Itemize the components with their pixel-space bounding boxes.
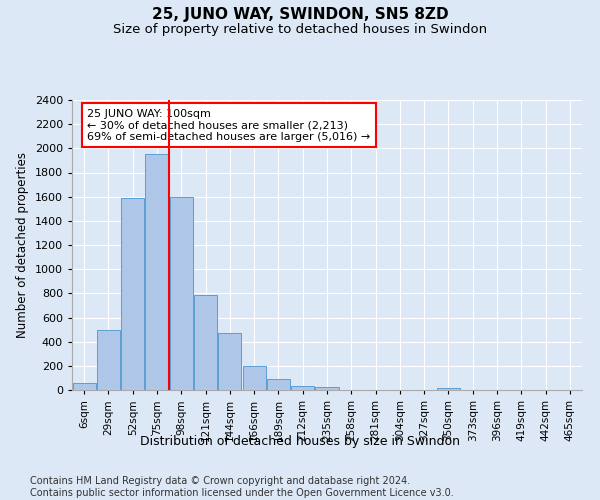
- Bar: [145, 154, 169, 390]
- Text: Size of property relative to detached houses in Swindon: Size of property relative to detached ho…: [113, 22, 487, 36]
- Bar: [267, 378, 290, 390]
- Bar: [121, 198, 144, 390]
- Y-axis label: Number of detached properties: Number of detached properties: [16, 152, 29, 338]
- Bar: [437, 388, 460, 390]
- Text: 25, JUNO WAY, SWINDON, SN5 8ZD: 25, JUNO WAY, SWINDON, SN5 8ZD: [152, 8, 448, 22]
- Bar: [291, 386, 314, 390]
- Bar: [73, 383, 95, 390]
- Text: 25 JUNO WAY: 100sqm
← 30% of detached houses are smaller (2,213)
69% of semi-det: 25 JUNO WAY: 100sqm ← 30% of detached ho…: [88, 108, 371, 142]
- Bar: [316, 387, 338, 390]
- Bar: [194, 294, 217, 390]
- Bar: [242, 366, 266, 390]
- Bar: [97, 330, 120, 390]
- Text: Contains HM Land Registry data © Crown copyright and database right 2024.
Contai: Contains HM Land Registry data © Crown c…: [30, 476, 454, 498]
- Bar: [170, 196, 193, 390]
- Text: Distribution of detached houses by size in Swindon: Distribution of detached houses by size …: [140, 435, 460, 448]
- Bar: [218, 333, 241, 390]
